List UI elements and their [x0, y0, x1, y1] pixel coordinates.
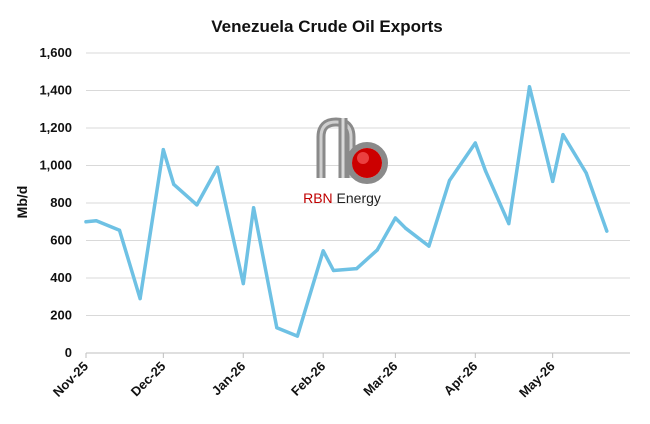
rbn-pipe-icon	[316, 117, 388, 184]
data-point	[117, 228, 122, 232]
logo-suffix: Energy	[333, 190, 381, 206]
data-point	[447, 178, 452, 183]
data-point	[84, 220, 88, 224]
y-tick-label: 200	[50, 308, 72, 323]
data-point	[375, 248, 379, 252]
x-tick-label: Dec-25	[128, 359, 169, 400]
data-point	[427, 244, 431, 248]
y-tick-label: 1,000	[39, 158, 72, 173]
x-tick-label: Mar-26	[360, 359, 400, 399]
y-tick-label: 0	[65, 345, 72, 360]
data-point	[404, 226, 408, 230]
data-point	[551, 179, 555, 184]
data-point	[473, 141, 477, 145]
data-point	[331, 268, 336, 273]
y-tick-label: 600	[50, 233, 72, 248]
y-tick-label: 800	[50, 195, 72, 210]
y-tick-label: 1,600	[39, 45, 72, 60]
logo-brand: RBN	[303, 190, 333, 206]
data-point	[584, 171, 588, 175]
data-point	[527, 85, 532, 89]
data-point	[484, 169, 488, 173]
series-layer	[84, 85, 609, 338]
data-point	[561, 132, 565, 137]
data-point	[138, 297, 142, 301]
chart-title: Venezuela Crude Oil Exports	[211, 17, 442, 36]
x-tick-label: Jan-26	[209, 359, 249, 399]
y-tick-labels: 0 200 400 600 800 1,000 1,200 1,400 1,600	[39, 45, 72, 360]
y-tick-label: 400	[50, 270, 72, 285]
data-point	[241, 282, 245, 286]
data-point	[393, 216, 397, 220]
x-tick-labels: Nov-25 Dec-25 Jan-26 Feb-26 Mar-26 Apr-26 May-…	[50, 353, 558, 400]
data-point	[321, 249, 325, 253]
logo-text: RBN Energy	[303, 190, 381, 206]
data-point	[605, 229, 609, 233]
data-point	[195, 203, 199, 207]
series-line-exports	[84, 85, 609, 338]
x-tick-label: Apr-26	[441, 359, 481, 399]
x-tick-label: Feb-26	[288, 359, 328, 399]
data-point	[172, 182, 176, 186]
x-tick-label: Nov-25	[50, 359, 91, 400]
data-point	[295, 334, 300, 338]
data-point	[275, 326, 279, 330]
rbn-energy-logo: RBN Energy	[303, 117, 388, 206]
x-tick-label: May-26	[516, 359, 558, 401]
y-tick-label: 1,400	[39, 83, 72, 98]
y-axis-label: Mb/d	[14, 186, 30, 219]
data-point	[355, 267, 359, 271]
y-tick-label: 1,200	[39, 120, 72, 135]
data-point	[215, 165, 220, 169]
data-point	[161, 147, 165, 152]
data-point	[94, 219, 98, 223]
data-point	[251, 206, 256, 210]
data-point	[507, 222, 511, 226]
